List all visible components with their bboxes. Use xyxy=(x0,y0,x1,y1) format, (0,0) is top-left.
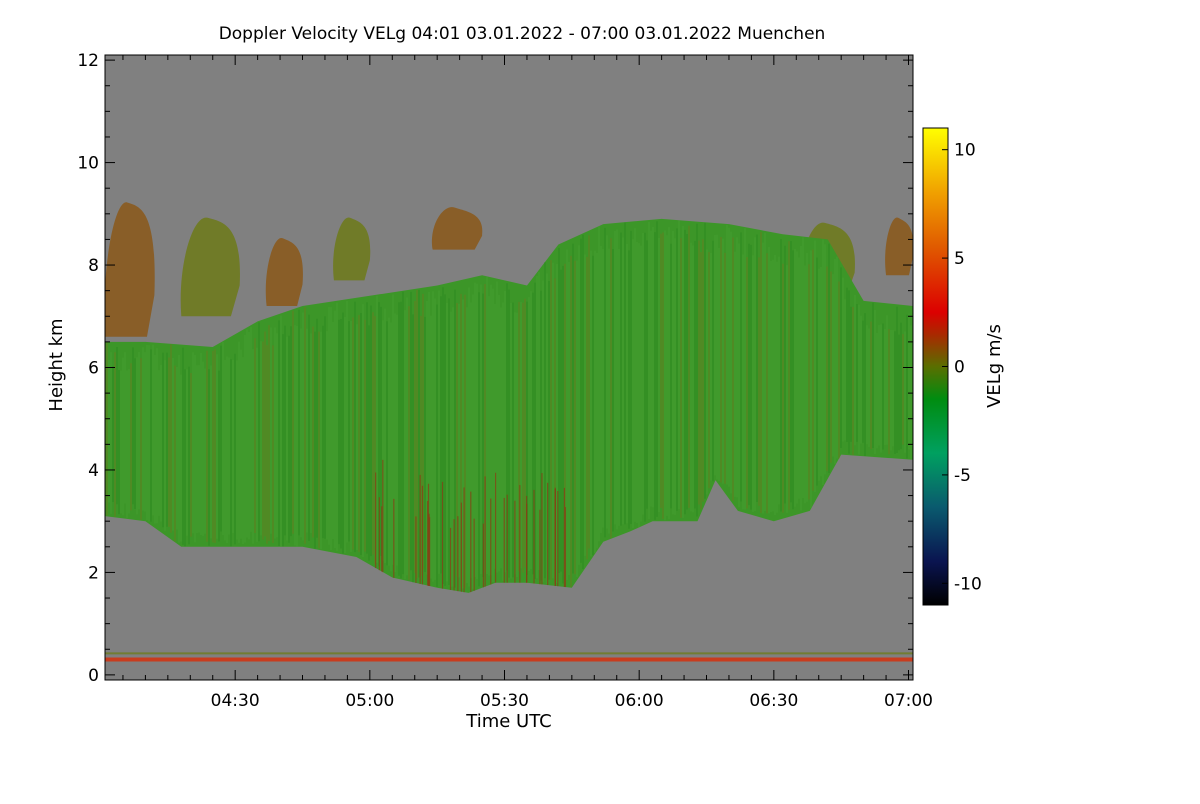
y-tick-label: 8 xyxy=(88,256,99,276)
colorbar-label: VELg m/s xyxy=(984,324,1005,408)
colorbar: 10 5 0 -5 -10 VELg m/s xyxy=(922,127,1005,606)
x-tick-label: 05:30 xyxy=(480,691,529,711)
upper-cloud-patch xyxy=(180,217,240,317)
velocity-streaks xyxy=(105,220,912,593)
y-tick-label: 4 xyxy=(88,461,99,481)
x-axis-label: Time UTC xyxy=(465,711,551,732)
y-axis-label: Height km xyxy=(46,318,67,411)
colorbar-tick-label: 0 xyxy=(954,358,965,378)
upper-cloud-patch xyxy=(885,217,913,276)
ground-clutter-band xyxy=(105,652,913,655)
chart-title: Doppler Velocity VELg 04:01 03.01.2022 -… xyxy=(219,24,826,44)
y-tick-label: 2 xyxy=(88,563,99,583)
colorbar-tick-label: 10 xyxy=(954,141,976,161)
x-tick-label: 06:30 xyxy=(749,691,798,711)
y-tick-label: 12 xyxy=(77,51,99,71)
ground-clutter xyxy=(105,652,913,662)
upper-cloud-patch xyxy=(105,202,155,337)
plot-area xyxy=(105,55,913,680)
x-axis: 04:30 05:00 05:30 06:00 06:30 07:00 xyxy=(122,55,933,711)
y-tick-label: 10 xyxy=(77,154,99,174)
upper-cloud-patch xyxy=(333,217,371,281)
x-tick-label: 07:00 xyxy=(884,691,933,711)
y-tick-label: 6 xyxy=(88,359,99,379)
y-tick-label: 0 xyxy=(88,666,99,686)
y-axis: 0 2 4 6 8 10 12 xyxy=(77,51,913,686)
x-tick-label: 06:00 xyxy=(615,691,664,711)
ground-clutter-line xyxy=(105,657,913,662)
colorbar-ticks: 10 5 0 -5 -10 xyxy=(942,141,982,594)
upper-cloud-patch xyxy=(431,207,483,250)
colorbar-tick-label: 5 xyxy=(954,249,965,269)
upper-cloud-patch xyxy=(265,237,303,307)
x-tick-label: 04:30 xyxy=(211,691,260,711)
colorbar-tick-label: -10 xyxy=(954,574,982,594)
colorbar-tick-label: -5 xyxy=(954,466,971,486)
x-tick-label: 05:00 xyxy=(345,691,394,711)
